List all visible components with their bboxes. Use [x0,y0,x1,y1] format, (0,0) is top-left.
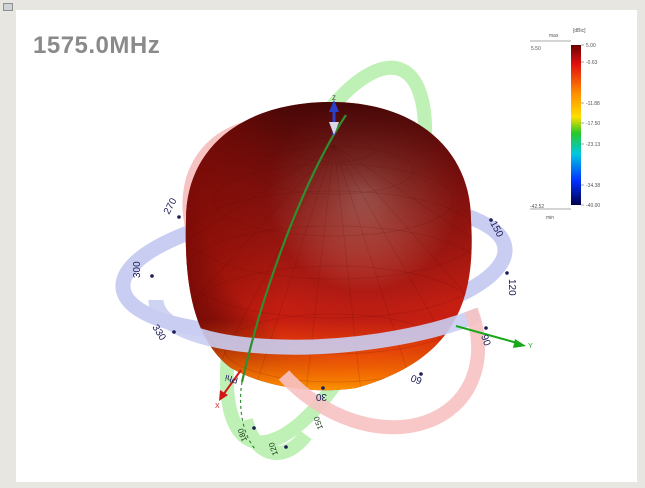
legend-unit: [dBic] [573,28,586,34]
window-icon [3,3,13,11]
legend-tick-1: -0.63 [586,60,598,66]
theta-label-120: 120 [267,441,280,457]
theta-label-180: 180 [236,427,249,443]
theta-label-150: 150 [312,415,325,431]
z-axis-label: Z [332,96,336,102]
theta-ring-red-front [278,307,486,435]
x-axis-label: X [215,403,220,410]
phi-label-60: 60 [409,371,424,385]
legend-tick-0: 5.00 [586,43,596,49]
legend-max-label: max [549,33,559,39]
phi-label-120: 120 [506,279,517,296]
radiation-pattern-3d: Z Y X 270 150 300 120 [115,28,600,460]
z-axis [329,100,339,135]
legend-tick-4: -23.13 [586,142,600,148]
pattern-panel: 1575.0MHz [16,10,637,482]
legend-tick-5: -34.38 [586,183,600,189]
phi-label-30: 30 [315,391,327,402]
legend-min-label: min [546,215,554,221]
legend-tick-2: -11.88 [586,101,600,107]
legend-tick-6: -40.00 [586,203,600,209]
phi-label-270: 270 [162,196,180,216]
theta-ring-green-front [239,417,312,460]
color-scale-bar [571,45,581,205]
x-axis [219,369,242,401]
legend-max-value: 5.50 [531,46,541,52]
phi-axis-label: Phi [224,373,239,386]
phi-ring-front [148,299,482,355]
y-axis-label: Y [528,343,533,350]
phi-label-90: 90 [478,333,492,348]
legend-min-value: -42.52 [530,204,544,210]
y-axis [455,325,526,348]
frequency-title: 1575.0MHz [33,32,161,59]
theta-meridian-line [240,114,347,383]
legend-tick-3: -17.50 [586,121,600,127]
phi-label-300: 300 [132,261,143,278]
color-scale-legend: [dBic] max 5.50 -42.52 min 5.00 -0.63 -1… [530,28,600,221]
